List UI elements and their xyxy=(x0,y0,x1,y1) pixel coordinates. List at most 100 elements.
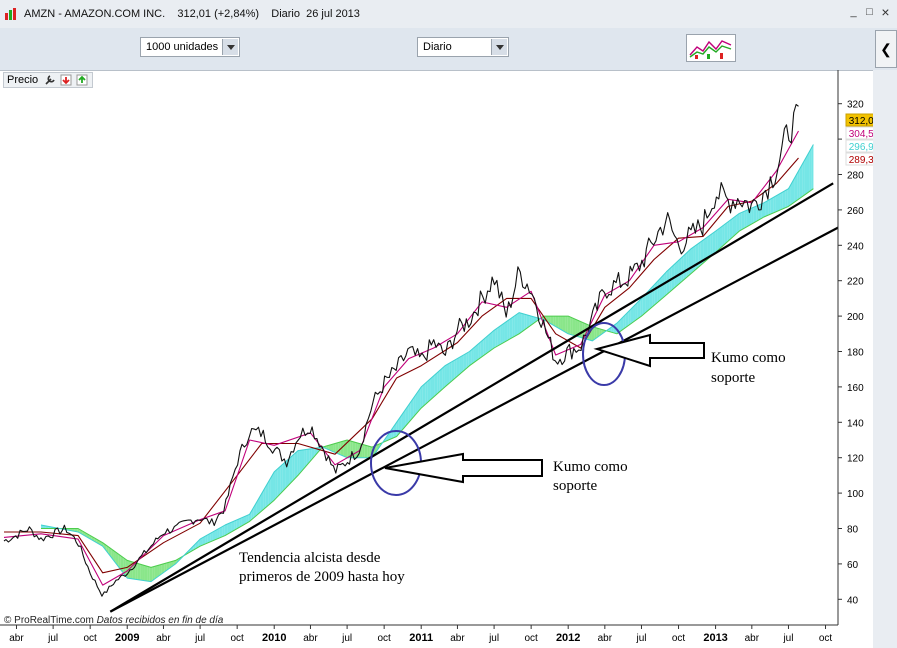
wrench-icon[interactable] xyxy=(44,74,56,86)
kumo-segment xyxy=(147,566,150,582)
maximize-button[interactable]: □ xyxy=(866,6,873,18)
kumo-segment xyxy=(722,224,725,247)
kumo-segment xyxy=(492,329,496,349)
right-scroll-strip[interactable] xyxy=(873,70,897,648)
kumo-segment xyxy=(118,553,121,570)
kumo-segment xyxy=(717,227,721,251)
kumo-segment xyxy=(302,449,305,471)
kumo-segment xyxy=(442,366,445,390)
kumo-segment xyxy=(705,236,708,262)
x-tick-label: oct xyxy=(84,633,98,644)
minimize-button[interactable]: _ xyxy=(850,6,857,18)
y-tick-label: 200 xyxy=(847,312,864,323)
title-bar: AMZN - AMAZON.COM INC. 312,01 (+2,84%) D… xyxy=(0,0,897,29)
kumo-segment xyxy=(463,353,467,371)
last-value-label: 296,95 xyxy=(849,142,873,153)
kumo-segment xyxy=(681,255,684,282)
kumo-segment xyxy=(345,440,348,458)
kumo-segment xyxy=(746,209,750,227)
kumo-segment xyxy=(640,297,643,317)
kumo-segment xyxy=(454,358,457,379)
kumo-segment xyxy=(417,388,421,412)
kumo-segment xyxy=(347,440,351,458)
kumo-segment xyxy=(741,211,745,230)
last-value-box xyxy=(845,126,873,140)
kumo-segment xyxy=(289,455,293,484)
kumo-segment xyxy=(509,317,513,340)
kumo-segment xyxy=(594,327,597,340)
y-tick-label: 100 xyxy=(847,489,864,500)
x-tick-label: 2013 xyxy=(703,632,727,644)
remove-red-icon[interactable] xyxy=(60,74,72,86)
kumo-segment xyxy=(410,398,414,421)
kumo-segment xyxy=(265,482,269,508)
kumo-segment xyxy=(562,316,566,333)
chart-toolbar: 1000 unidades Diario xyxy=(0,28,897,71)
kumo-segment xyxy=(106,545,109,555)
kumo-segment xyxy=(739,212,742,232)
kumo-segment xyxy=(596,327,600,338)
chevron-down-icon[interactable] xyxy=(491,39,507,55)
kumo-segment xyxy=(236,518,240,529)
kumo-segment xyxy=(268,478,271,506)
y-tick-label: 180 xyxy=(847,348,864,359)
kumo-segment xyxy=(519,312,522,334)
kumo-segment xyxy=(507,319,510,341)
side-panel-toggle[interactable]: ❮ xyxy=(875,30,897,68)
last-value-labels: 312,01 304,59 296,95 289,31 xyxy=(845,113,873,166)
kumo-segment xyxy=(304,449,307,468)
kumo-segment xyxy=(408,401,411,423)
kumo-segment xyxy=(398,415,402,435)
kumo-segment xyxy=(449,361,452,384)
kumo-segment xyxy=(794,172,798,202)
last-value-box xyxy=(845,152,873,166)
kumo-segment xyxy=(633,304,636,323)
kumo-segment xyxy=(804,155,807,195)
support-arrow-2012 xyxy=(593,333,705,368)
price-panel-label: Precio xyxy=(3,72,93,88)
kumo-segment xyxy=(517,312,520,335)
y-tick-label: 60 xyxy=(847,560,859,571)
kumo-segment xyxy=(758,204,762,220)
kumo-segment xyxy=(744,210,747,229)
trend-lines xyxy=(109,182,839,613)
x-tick-label: 2009 xyxy=(115,632,139,644)
series-line-kijun xyxy=(4,157,799,574)
kumo-segment xyxy=(488,333,491,353)
kumo-segment xyxy=(720,226,723,249)
ichimoku-chart-icon xyxy=(689,40,732,59)
close-button[interactable]: × xyxy=(881,4,890,20)
ichimoku-indicator-button[interactable] xyxy=(686,34,736,62)
kumo-segment xyxy=(780,191,783,210)
kumo-segment xyxy=(806,151,810,194)
x-tick-label: abr xyxy=(9,633,24,644)
kumo-segment xyxy=(657,279,660,303)
last-value-box xyxy=(845,113,873,127)
kumo-segment xyxy=(403,408,406,429)
units-select[interactable]: 1000 unidades xyxy=(140,37,240,57)
x-tick-label: abr xyxy=(450,633,465,644)
kumo-segment xyxy=(427,378,431,403)
kumo-segment xyxy=(502,322,505,344)
kumo-segment xyxy=(207,533,211,543)
kumo-segment xyxy=(152,566,155,581)
kumo-segment xyxy=(422,383,426,407)
period-select-value: Diario xyxy=(423,41,452,53)
y-tick-label: 80 xyxy=(847,525,859,536)
x-tick-label: oct xyxy=(230,633,244,644)
kumo-segment xyxy=(710,233,713,257)
kumo-segment xyxy=(239,517,242,528)
kumo-segment xyxy=(217,527,220,539)
chevron-down-icon[interactable] xyxy=(222,39,238,55)
add-green-icon[interactable] xyxy=(76,74,88,86)
period-select[interactable]: Diario xyxy=(417,37,509,57)
kumo-segment xyxy=(282,462,286,492)
kumo-segment xyxy=(142,564,145,581)
kumo-segment xyxy=(727,220,730,242)
kumo-segment xyxy=(628,309,631,326)
kumo-segment xyxy=(732,217,735,238)
kumo-segment xyxy=(572,318,576,336)
kumo-segment xyxy=(647,289,650,311)
series-line-tenkan xyxy=(3,130,799,586)
kumo-segment xyxy=(790,181,793,206)
